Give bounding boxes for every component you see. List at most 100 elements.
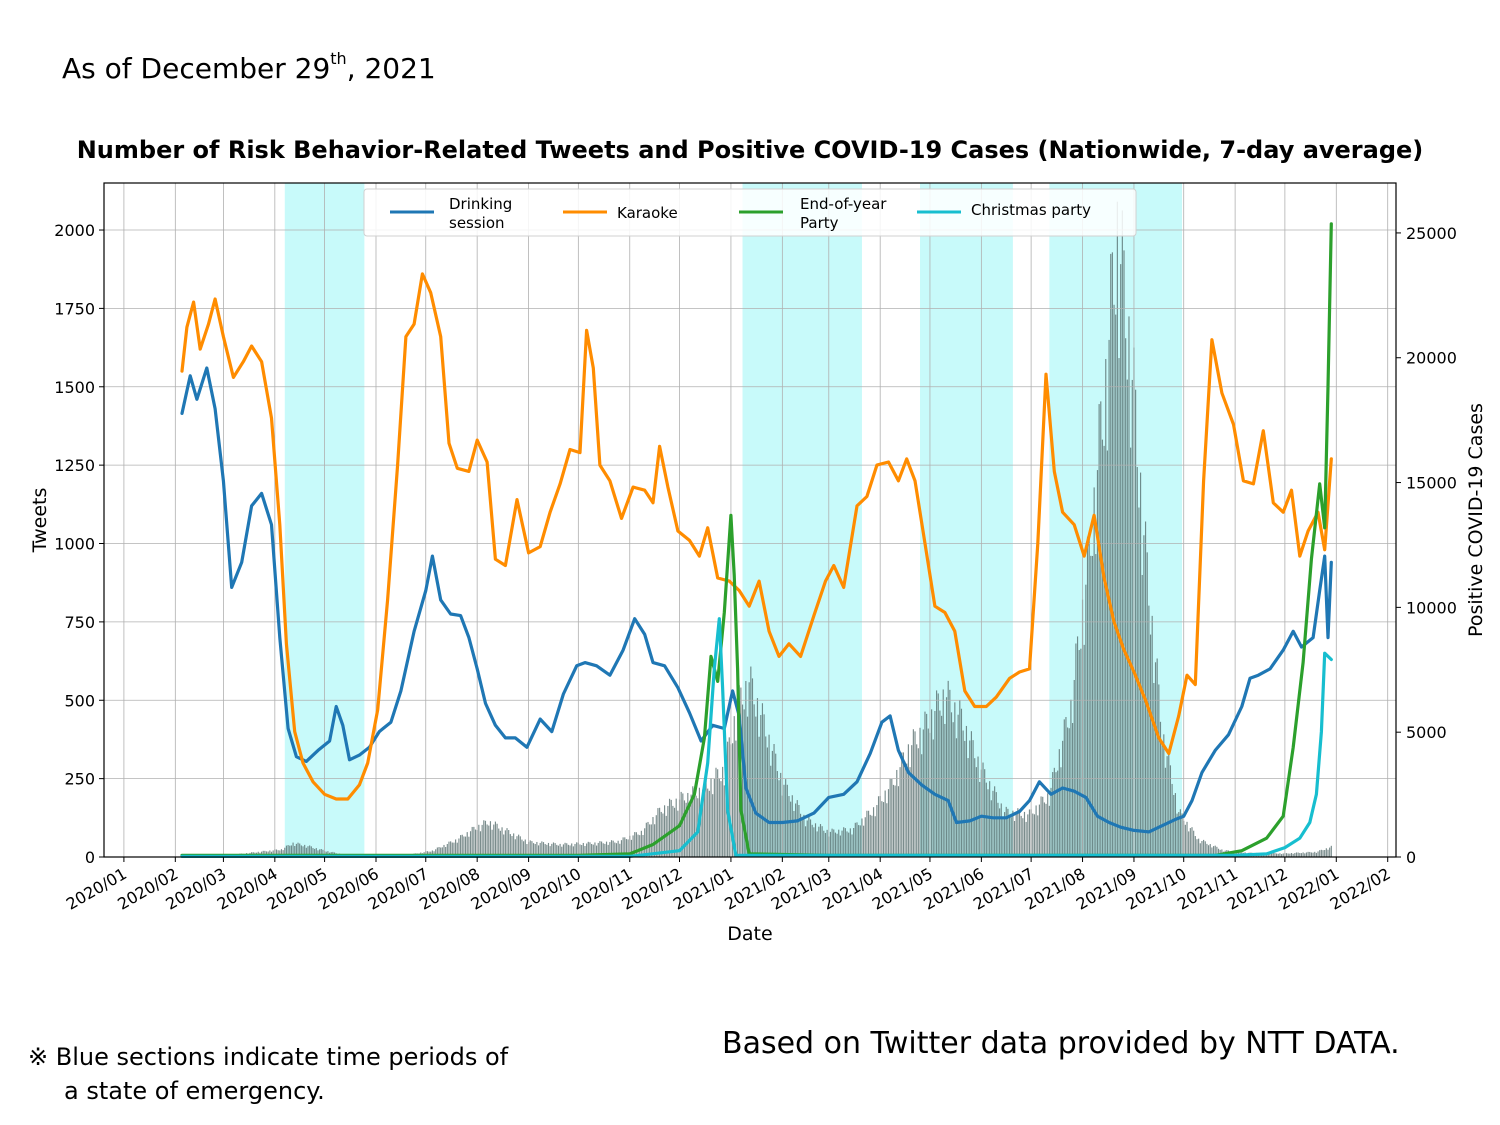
cases-bar bbox=[272, 850, 274, 857]
cases-bar bbox=[687, 792, 689, 857]
cases-bar bbox=[542, 842, 545, 857]
cases-bar bbox=[876, 805, 878, 857]
cases-bar bbox=[1310, 852, 1312, 857]
cases-bar bbox=[635, 832, 637, 857]
cases-bar bbox=[712, 794, 714, 857]
cases-bar bbox=[1184, 824, 1186, 857]
cases-bar bbox=[803, 814, 805, 857]
cases-bar bbox=[1158, 684, 1160, 857]
cases-bar bbox=[474, 829, 477, 857]
cases-bar bbox=[1078, 650, 1080, 857]
cases-bar bbox=[594, 842, 596, 857]
cases-bar bbox=[539, 842, 541, 857]
cases-bar bbox=[887, 789, 890, 857]
cases-bar bbox=[732, 743, 734, 857]
cases-bar bbox=[1088, 533, 1090, 857]
cases-bar bbox=[531, 841, 533, 857]
cases-bar bbox=[1086, 536, 1089, 857]
cases-bar bbox=[1267, 853, 1269, 857]
cases-bar bbox=[269, 850, 271, 857]
cases-bar bbox=[881, 801, 883, 857]
cases-bar bbox=[468, 836, 470, 857]
cases-bar bbox=[556, 844, 558, 857]
cases-bar bbox=[710, 778, 712, 857]
cases-bar bbox=[838, 829, 840, 857]
cases-bar bbox=[1149, 634, 1152, 857]
cases-bar bbox=[756, 698, 759, 857]
y-left-tick-label: 0 bbox=[85, 848, 95, 867]
cases-bar bbox=[851, 834, 853, 857]
cases-bar bbox=[987, 789, 989, 857]
cases-bar bbox=[854, 822, 856, 857]
cases-bar bbox=[1325, 848, 1327, 857]
cases-bar bbox=[292, 842, 294, 857]
cases-bar bbox=[446, 844, 448, 857]
cases-bar bbox=[871, 815, 873, 857]
cases-bar bbox=[834, 832, 836, 857]
cases-bar bbox=[478, 824, 480, 857]
cases-bar bbox=[552, 842, 555, 857]
cases-bar bbox=[916, 744, 918, 857]
cases-bar bbox=[1123, 250, 1125, 857]
cases-bar bbox=[824, 832, 827, 857]
chart-title: Number of Risk Behavior-Related Tweets a… bbox=[76, 136, 1424, 164]
cases-bar bbox=[1319, 850, 1321, 857]
cases-bar bbox=[551, 843, 553, 857]
cases-bar bbox=[486, 824, 488, 857]
cases-bar bbox=[559, 843, 561, 857]
cases-bar bbox=[302, 846, 304, 857]
cases-bar bbox=[1312, 852, 1314, 857]
footnote-mark: ※ bbox=[28, 1043, 49, 1071]
cases-bar bbox=[1121, 210, 1123, 858]
cases-bar bbox=[964, 740, 966, 857]
legend-label-karaoke: Karaoke bbox=[617, 204, 678, 222]
cases-bar bbox=[1057, 770, 1059, 857]
cases-bar bbox=[970, 731, 972, 857]
cases-bar bbox=[975, 767, 977, 857]
cases-bar bbox=[765, 736, 767, 857]
cases-bar bbox=[453, 842, 455, 857]
cases-bar bbox=[630, 839, 632, 857]
cases-bar bbox=[541, 841, 543, 857]
cases-bar bbox=[516, 836, 518, 857]
cases-bar bbox=[707, 788, 709, 857]
cases-bar bbox=[295, 843, 297, 857]
cases-bar bbox=[758, 736, 760, 857]
cases-bar bbox=[950, 712, 953, 857]
cases-bar bbox=[1018, 810, 1021, 857]
cases-bar bbox=[1282, 853, 1284, 857]
cases-bar bbox=[277, 850, 279, 857]
series-line-drinking-session bbox=[180, 366, 1333, 834]
cases-bar bbox=[1100, 401, 1102, 857]
legend-label-drinking-2: session bbox=[449, 214, 505, 232]
y-right-tick-label: 20000 bbox=[1406, 349, 1457, 368]
cases-bar bbox=[1280, 854, 1283, 857]
cases-bar bbox=[508, 830, 510, 857]
cases-bar bbox=[1012, 810, 1014, 857]
cases-bar bbox=[722, 766, 724, 857]
cases-bar bbox=[1302, 852, 1304, 857]
cases-bar bbox=[934, 710, 936, 857]
cases-bar bbox=[924, 711, 926, 857]
cases-bar bbox=[788, 796, 790, 857]
cases-bar bbox=[886, 803, 888, 857]
cases-bar bbox=[685, 802, 687, 857]
cases-bar bbox=[931, 709, 933, 857]
chart: 2020/012020/022020/032020/042020/052020/… bbox=[29, 182, 1487, 945]
cases-bar bbox=[471, 826, 473, 857]
cases-bar bbox=[1015, 813, 1017, 857]
y-left-tick-label: 750 bbox=[64, 613, 95, 632]
cases-bar bbox=[912, 729, 914, 857]
cases-bar bbox=[448, 841, 450, 857]
cases-bar bbox=[639, 835, 641, 857]
cases-bar bbox=[1285, 853, 1288, 857]
cases-bar bbox=[841, 830, 843, 857]
cases-bar bbox=[921, 754, 923, 857]
cases-bar bbox=[945, 697, 948, 857]
plot-frame bbox=[103, 182, 1397, 858]
cases-bar bbox=[1101, 439, 1104, 857]
cases-bar bbox=[821, 826, 823, 857]
cases-bar bbox=[994, 786, 996, 857]
cases-bar bbox=[479, 831, 482, 857]
cases-bar bbox=[1093, 487, 1095, 857]
